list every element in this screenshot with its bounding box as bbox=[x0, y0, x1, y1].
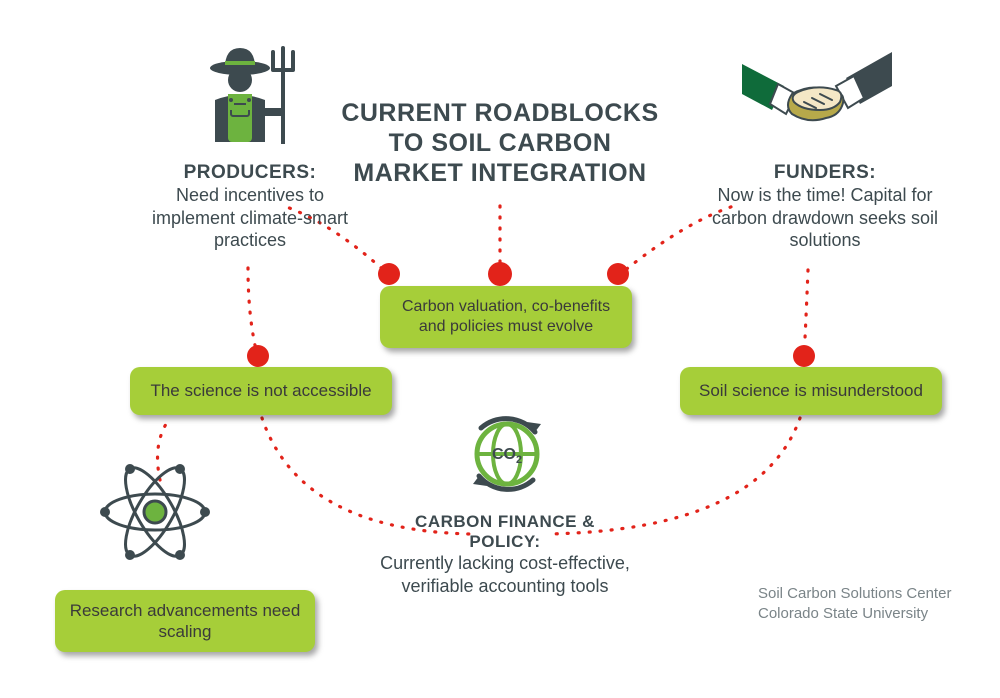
carbon-finance-block: CARBON FINANCE & POLICY: Currently lacki… bbox=[380, 512, 630, 597]
title-line: MARKET INTEGRATION bbox=[340, 158, 660, 188]
carbon-finance-heading: CARBON FINANCE & POLICY: bbox=[380, 512, 630, 552]
attribution-line2: Colorado State University bbox=[758, 604, 951, 624]
connector-endpoint-dot bbox=[488, 262, 512, 286]
farmer-icon bbox=[195, 42, 305, 157]
handshake-icon bbox=[742, 44, 892, 149]
producers-body: Need incentives to implement climate-sma… bbox=[140, 184, 360, 252]
pill-text: Carbon valuation, co-benefits and polici… bbox=[394, 297, 618, 337]
carbon-finance-body: Currently lacking cost-effective, verifi… bbox=[380, 552, 630, 597]
title-line: TO SOIL CARBON bbox=[340, 128, 660, 158]
funders-block: FUNDERS: Now is the time! Capital for ca… bbox=[700, 162, 950, 252]
connector-endpoint-dot bbox=[607, 263, 629, 285]
atom-icon bbox=[95, 452, 215, 577]
funders-heading: FUNDERS: bbox=[700, 162, 950, 184]
pill-carbon-valuation: Carbon valuation, co-benefits and polici… bbox=[380, 286, 632, 348]
connector-endpoint-dot bbox=[378, 263, 400, 285]
pill-text: Research advancements need scaling bbox=[69, 600, 301, 643]
pill-text: Soil science is misunderstood bbox=[699, 380, 923, 401]
title-line: CURRENT ROADBLOCKS bbox=[340, 98, 660, 128]
pill-research-scaling: Research advancements need scaling bbox=[55, 590, 315, 652]
globe-co2-icon: CO2 bbox=[457, 398, 557, 511]
pill-soil-misunderstood: Soil science is misunderstood bbox=[680, 367, 942, 415]
infographic-stage: CURRENT ROADBLOCKSTO SOIL CARBONMARKET I… bbox=[0, 0, 1000, 698]
connector-endpoint-dot bbox=[247, 345, 269, 367]
attribution-line1: Soil Carbon Solutions Center bbox=[758, 584, 951, 604]
attribution: Soil Carbon Solutions Center Colorado St… bbox=[758, 584, 951, 625]
main-title: CURRENT ROADBLOCKSTO SOIL CARBONMARKET I… bbox=[340, 98, 660, 188]
svg-text:CO2: CO2 bbox=[492, 446, 522, 466]
producers-heading: PRODUCERS: bbox=[140, 162, 360, 184]
producers-block: PRODUCERS: Need incentives to implement … bbox=[140, 162, 360, 252]
funders-body: Now is the time! Capital for carbon draw… bbox=[700, 184, 950, 252]
connector-endpoint-dot bbox=[793, 345, 815, 367]
pill-text: The science is not accessible bbox=[150, 380, 371, 401]
pill-science-not-accessible: The science is not accessible bbox=[130, 367, 392, 415]
